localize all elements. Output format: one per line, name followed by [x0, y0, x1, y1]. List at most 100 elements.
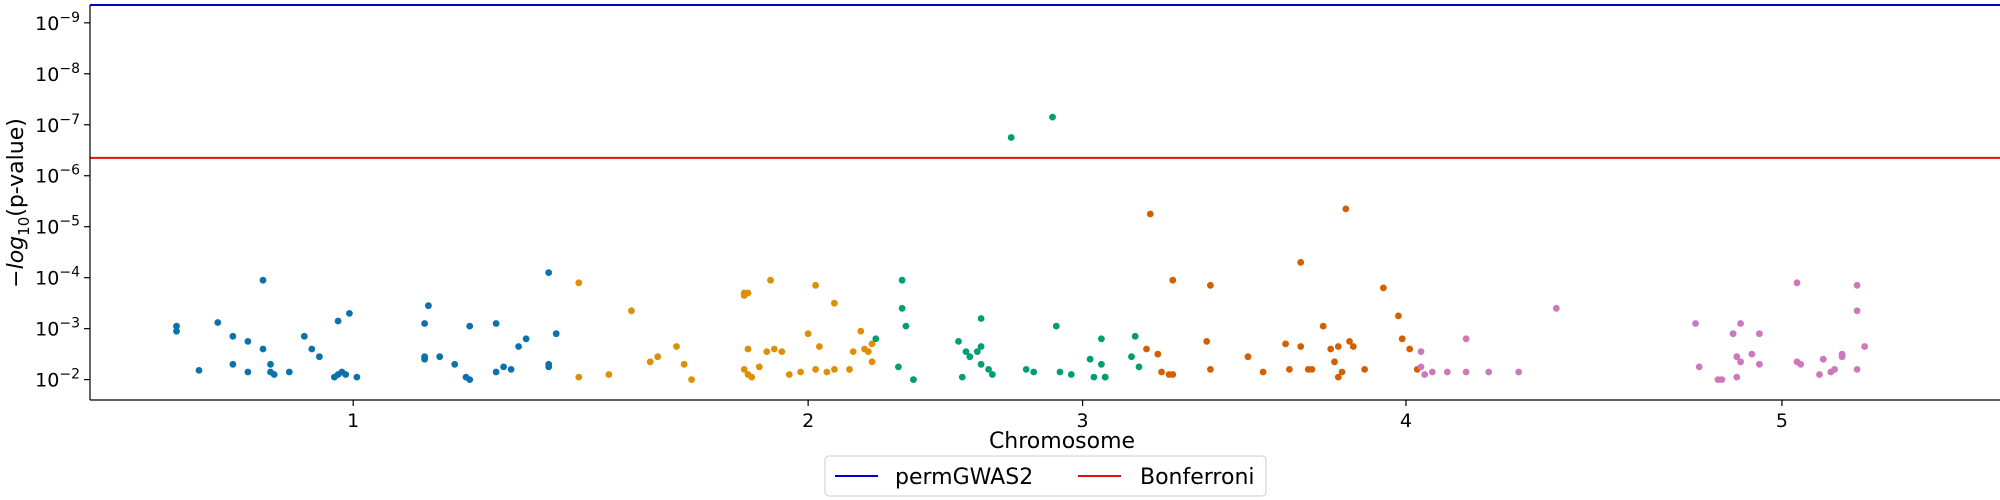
- legend-box: [824, 455, 1267, 497]
- data-point: [910, 376, 917, 383]
- data-point: [985, 366, 992, 373]
- data-point: [259, 345, 267, 353]
- data-point: [1733, 373, 1741, 381]
- data-point: [902, 322, 910, 330]
- data-point: [1086, 355, 1094, 363]
- data-point: [342, 371, 350, 378]
- data-point: [958, 373, 966, 381]
- data-point: [575, 373, 583, 381]
- threshold-lines: [90, 4, 2000, 159]
- data-point: [1793, 279, 1801, 287]
- data-point: [812, 366, 819, 373]
- y-axis-ticks: 10−2 10−3 10−4 10−5 10−6 10−7 10−8 10−9: [35, 10, 90, 392]
- data-point: [1146, 210, 1154, 218]
- data-point: [1398, 335, 1406, 343]
- data-point: [1207, 281, 1214, 289]
- data-point: [1853, 281, 1861, 289]
- data-point: [1853, 366, 1861, 373]
- data-point: [421, 353, 428, 361]
- data-point: [195, 367, 203, 374]
- y-tick-label: 10−5: [35, 214, 80, 239]
- data-point: [778, 348, 786, 355]
- data-point: [748, 373, 756, 381]
- data-point: [515, 343, 522, 350]
- data-point: [229, 360, 237, 368]
- data-point: [1286, 366, 1293, 373]
- data-point: [259, 276, 267, 284]
- data-point: [1861, 343, 1868, 350]
- data-point: [1334, 373, 1342, 381]
- data-point: [1485, 368, 1493, 376]
- y-tick-label: 10−6: [35, 163, 80, 188]
- data-point: [989, 371, 996, 378]
- data-point: [1067, 371, 1075, 378]
- data-point: [605, 371, 613, 378]
- data-point: [507, 366, 515, 373]
- data-point: [1308, 366, 1316, 373]
- x-axis-title: Chromosome: [989, 429, 1135, 454]
- data-point: [1169, 276, 1177, 284]
- data-point: [1756, 360, 1763, 368]
- x-tick-label: 5: [1776, 410, 1788, 432]
- data-point: [849, 348, 857, 355]
- data-point: [1203, 338, 1211, 345]
- data-point: [872, 335, 880, 343]
- data-point: [1729, 330, 1737, 338]
- data-point: [522, 335, 530, 343]
- data-point: [1816, 371, 1823, 378]
- data-point: [1154, 350, 1162, 358]
- data-point: [270, 371, 278, 378]
- data-point: [308, 345, 316, 353]
- data-point: [285, 368, 293, 376]
- data-point: [1395, 312, 1402, 320]
- data-point: [300, 332, 308, 340]
- x-tick-label: 4: [1400, 410, 1412, 432]
- data-point: [1090, 373, 1098, 381]
- y-tick-label: 10−2: [35, 367, 80, 392]
- data-point: [797, 368, 804, 376]
- data-point: [229, 332, 237, 340]
- data-point: [1853, 307, 1861, 315]
- data-point: [575, 279, 583, 287]
- data-point: [895, 363, 902, 371]
- data-point: [1417, 363, 1425, 371]
- data-point: [466, 322, 474, 330]
- data-point: [966, 353, 974, 361]
- data-point: [1819, 355, 1827, 363]
- data-point: [1692, 320, 1699, 327]
- data-point: [1342, 205, 1350, 213]
- data-point: [962, 348, 970, 355]
- data-point: [1380, 284, 1387, 292]
- data-point: [316, 353, 323, 361]
- data-point: [823, 368, 831, 376]
- data-point: [1346, 338, 1353, 345]
- data-point: [214, 319, 222, 326]
- y-tick-label: 10−7: [35, 112, 80, 137]
- x-axis-ticks: 1 2 3 4 5: [347, 400, 1788, 432]
- data-point: [1361, 366, 1368, 373]
- data-point: [1756, 330, 1763, 338]
- data-point: [955, 338, 962, 345]
- data-point: [1101, 373, 1109, 381]
- data-point: [1135, 363, 1143, 371]
- y-tick-label: 10−3: [35, 316, 80, 341]
- data-point: [973, 348, 981, 355]
- data-point: [466, 376, 474, 383]
- data-point: [977, 343, 985, 350]
- data-point: [425, 302, 432, 310]
- data-point: [688, 376, 695, 383]
- data-point: [1327, 345, 1335, 353]
- data-point: [1131, 332, 1139, 340]
- x-tick-label: 2: [802, 410, 814, 432]
- data-point: [173, 322, 180, 330]
- data-point: [868, 358, 876, 366]
- data-point: [492, 320, 500, 327]
- data-point: [831, 299, 838, 307]
- data-points: [173, 113, 1868, 383]
- data-point: [173, 327, 180, 335]
- data-point: [1030, 368, 1038, 376]
- data-point: [770, 345, 778, 353]
- data-point: [898, 304, 906, 312]
- data-point: [744, 345, 752, 353]
